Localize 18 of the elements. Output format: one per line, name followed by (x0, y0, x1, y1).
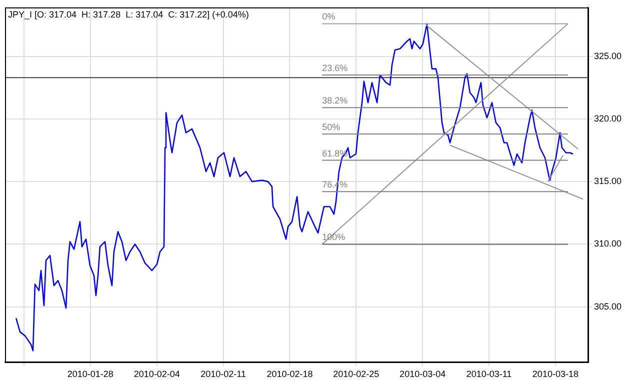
x-tick-label: 2010-02-18 (266, 368, 313, 379)
y-tick-label: 315.00 (594, 176, 622, 186)
x-tick-label: 2010-02-11 (200, 368, 246, 379)
series-label: 50% (322, 122, 340, 132)
x-tick-label: 2010-03-04 (400, 368, 446, 379)
x-tick-label: 2010-02-04 (134, 368, 180, 379)
x-tick-label: 2010-01-28 (67, 368, 114, 379)
series-label: 0% (322, 12, 336, 22)
y-tick-label: 325.00 (594, 50, 622, 61)
y-tick-label: 320.00 (594, 113, 622, 124)
series-label: 23.6% (322, 63, 348, 74)
x-tick-label: 2010-02-25 (333, 368, 380, 379)
y-tick-label: 305.00 (594, 301, 622, 312)
chart-title: JPY_I [O: 317.04 H: 317.28 L: 317.04 C: 317.22] (+0.04%) (8, 9, 249, 20)
x-tick-label: 2010-03-18 (532, 368, 578, 379)
y-tick-label: 310.00 (594, 238, 622, 249)
series-label: 38.2% (322, 96, 348, 106)
x-tick-label: 2010-03-11 (466, 368, 512, 379)
